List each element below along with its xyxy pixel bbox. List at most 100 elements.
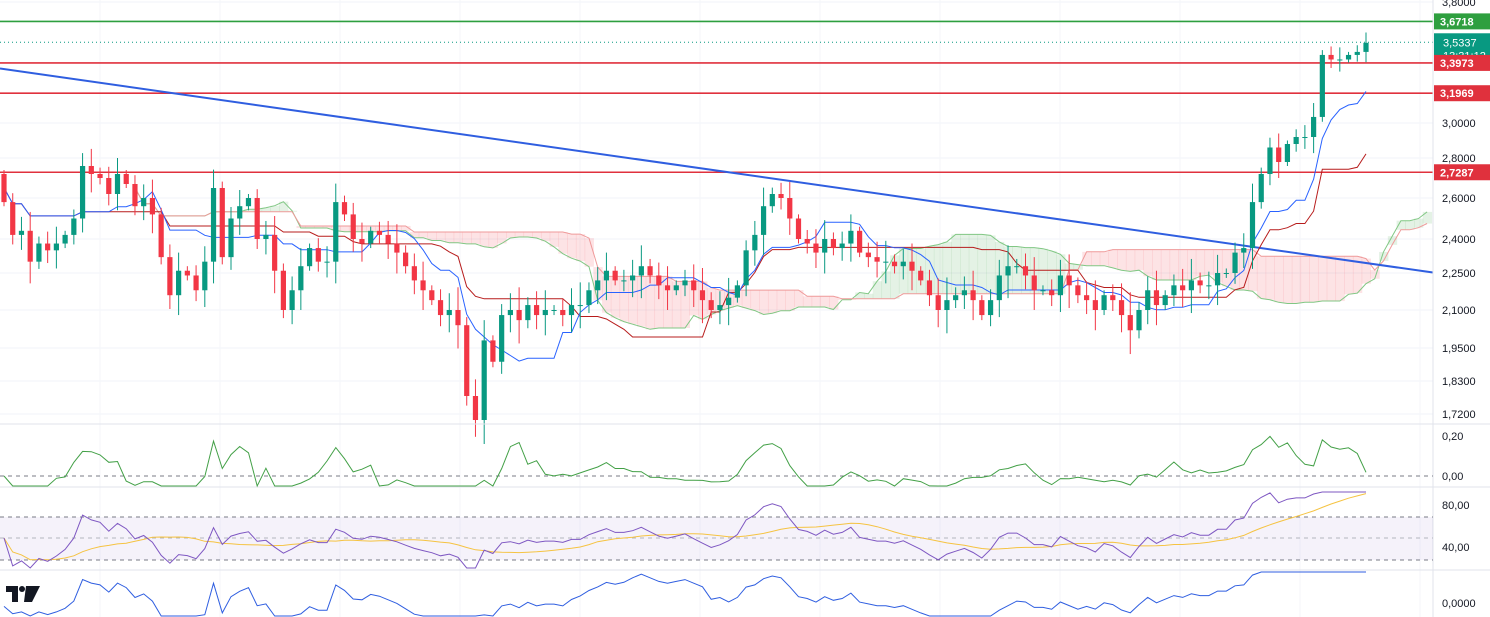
- candle-body: [315, 248, 321, 262]
- candle-body: [1241, 248, 1247, 253]
- cloud-segment: [1090, 251, 1101, 266]
- candle-body: [71, 218, 77, 235]
- level-price-label: 3,3973: [1440, 58, 1474, 70]
- candle-body: [1005, 266, 1011, 276]
- candle-body: [88, 166, 94, 174]
- price-tick-label: 2,4000: [1442, 234, 1476, 246]
- candle-body: [900, 261, 906, 267]
- cloud-segment: [1099, 251, 1110, 266]
- candles: [1, 32, 1369, 444]
- cloud-segment: [750, 290, 760, 311]
- cloud-segment: [279, 201, 289, 212]
- candle-body: [472, 396, 479, 420]
- candle-body: [699, 290, 706, 301]
- cloud-segment: [453, 232, 463, 243]
- cloud-segment: [471, 232, 481, 244]
- cloud-segment: [1248, 249, 1258, 292]
- cloud-segment: [532, 232, 542, 238]
- candle-body: [935, 295, 941, 310]
- cloud-segment: [444, 232, 455, 243]
- cloud-segment: [270, 205, 280, 212]
- candle-body: [769, 194, 775, 207]
- candle-body: [1276, 147, 1282, 162]
- cloud-segment: [462, 232, 472, 244]
- candle-body: [926, 280, 933, 296]
- candle-body: [752, 234, 758, 251]
- candle-body: [123, 174, 129, 184]
- candle-body: [673, 285, 679, 291]
- cloud-segment: [1274, 256, 1284, 303]
- candle-body: [1363, 42, 1369, 52]
- candle-body: [970, 290, 976, 301]
- cloud-segment: [340, 225, 350, 232]
- candle-body: [987, 300, 994, 316]
- cloud-segment: [1352, 256, 1363, 294]
- cloud-segment: [523, 232, 533, 237]
- cloud-segment: [322, 225, 333, 229]
- cloud-segment: [872, 281, 883, 299]
- candle-body: [891, 261, 898, 267]
- candle-body: [883, 261, 889, 263]
- cloud-segment: [1143, 249, 1153, 277]
- candle-body: [918, 270, 924, 281]
- candle-body: [1188, 280, 1194, 291]
- cloud-segment: [645, 276, 656, 330]
- cloud-segment: [671, 281, 682, 329]
- candle-body: [787, 198, 793, 219]
- cloud-segment: [436, 232, 446, 241]
- candle-body: [813, 243, 819, 253]
- candle-body: [132, 184, 138, 207]
- candle-body: [717, 305, 723, 310]
- cloud-segment: [1414, 218, 1424, 228]
- candle-body: [630, 275, 636, 281]
- cloud-segment: [1300, 256, 1310, 303]
- candle-body: [691, 280, 697, 291]
- cloud-segment: [313, 225, 324, 229]
- cloud-segment: [558, 232, 568, 254]
- candle-body: [1197, 280, 1203, 286]
- cloud-segment: [863, 293, 874, 299]
- cloud-segment: [794, 290, 804, 308]
- candle-body: [429, 290, 435, 301]
- candle-body: [106, 178, 112, 194]
- candle-body: [516, 310, 522, 321]
- cloud-segment: [1370, 270, 1380, 279]
- candle-body: [306, 248, 313, 267]
- candle-body: [202, 261, 208, 291]
- candle-body: [245, 198, 252, 207]
- candle-body: [944, 300, 950, 310]
- candle-body: [184, 270, 190, 276]
- cloud-segment: [1204, 249, 1214, 276]
- candle-body: [446, 310, 452, 316]
- cloud-segment: [244, 209, 254, 212]
- cloud-segment: [741, 290, 752, 309]
- cloud-segment: [785, 290, 795, 311]
- candle-body: [1136, 310, 1142, 331]
- candle-body: [254, 198, 260, 239]
- level-price-label: 3,1969: [1440, 88, 1474, 100]
- candle-body: [1302, 137, 1308, 138]
- candle-body: [874, 257, 880, 262]
- candle-body: [158, 214, 164, 258]
- price-levels: [0, 20, 1433, 174]
- candle-body: [272, 234, 278, 271]
- candle-body: [210, 188, 217, 262]
- candle-body: [734, 285, 740, 298]
- cloud-segment: [1387, 236, 1398, 245]
- cloud-segment: [1152, 249, 1162, 280]
- candle-body: [333, 202, 339, 262]
- rsi-tick-label: 40,00: [1442, 542, 1470, 554]
- senkou-span-b: [134, 187, 1428, 300]
- cloud-segment: [776, 290, 787, 311]
- candle-body: [289, 290, 295, 310]
- candle-body: [141, 198, 147, 207]
- candle-body: [237, 206, 243, 219]
- cloud-segment: [1326, 256, 1337, 302]
- candle-body: [1214, 273, 1221, 286]
- candle-body: [533, 305, 540, 316]
- cloud-segment: [951, 234, 961, 294]
- cloud-segment: [1291, 256, 1302, 304]
- candle-body: [228, 218, 234, 258]
- candle-body: [385, 234, 391, 244]
